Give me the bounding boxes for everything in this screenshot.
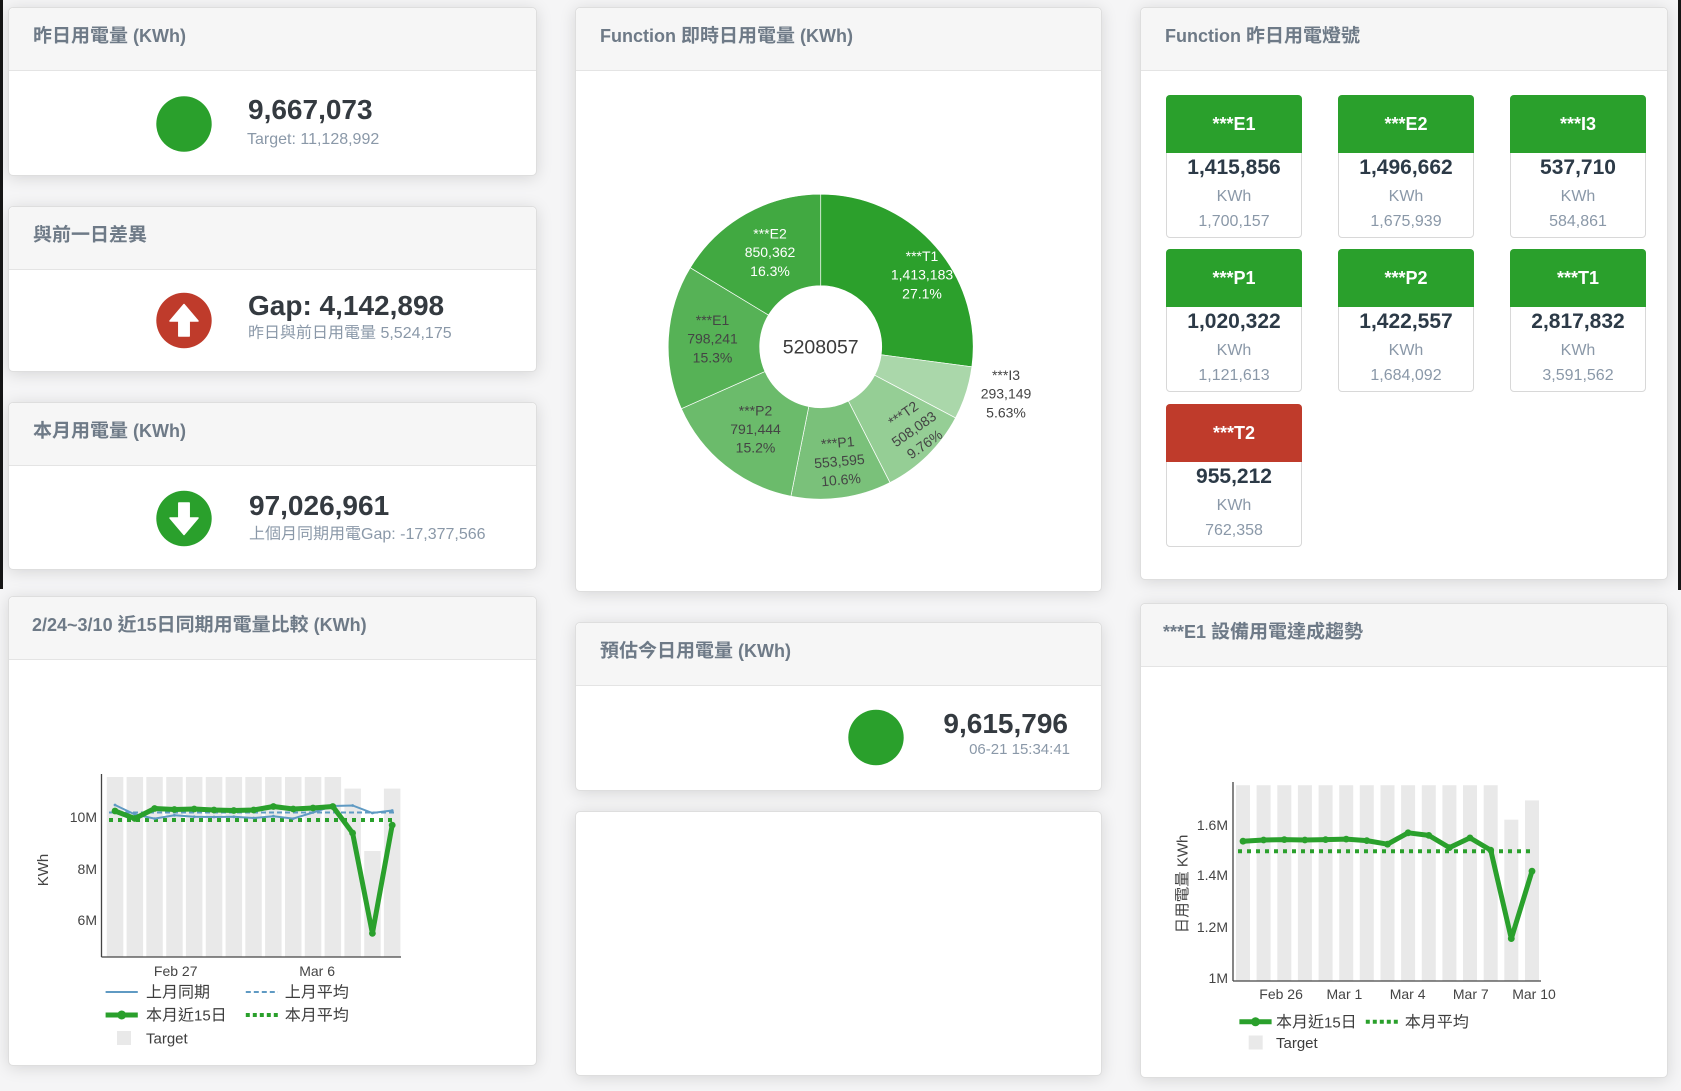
svg-text:16.3%: 16.3%: [750, 263, 790, 279]
svg-text:(KWh): (KWh): [128, 421, 186, 441]
svg-text:Mar 10: Mar 10: [1512, 986, 1556, 1002]
svg-text:***P2: ***P2: [739, 402, 773, 418]
svg-text:15.2%: 15.2%: [736, 440, 776, 456]
svg-text:15: 15: [1324, 1014, 1341, 1031]
svg-text:(KWh): (KWh): [128, 26, 186, 46]
svg-text:1.2M: 1.2M: [1197, 919, 1228, 935]
svg-text:1.6M: 1.6M: [1197, 817, 1228, 833]
svg-text:1.4M: 1.4M: [1197, 867, 1228, 883]
svg-text:***E1: ***E1: [696, 312, 730, 328]
svg-text:791,444: 791,444: [730, 421, 781, 437]
svg-text:1,413,183: 1,413,183: [891, 267, 953, 283]
svg-text:***I3: ***I3: [992, 367, 1020, 383]
svg-text:15: 15: [137, 615, 157, 635]
svg-text:***P1: ***P1: [820, 433, 855, 452]
svg-text:2/24~3/10: 2/24~3/10: [32, 615, 118, 635]
svg-text:Feb 27: Feb 27: [154, 963, 198, 979]
svg-text:Feb 26: Feb 26: [1259, 986, 1303, 1002]
svg-text:10.6%: 10.6%: [821, 470, 862, 489]
svg-text:Function: Function: [1165, 26, 1246, 46]
svg-text:Gap: -17,377,566: Gap: -17,377,566: [361, 526, 486, 543]
svg-text:Mar 1: Mar 1: [1327, 986, 1363, 1002]
svg-text:6M: 6M: [78, 912, 97, 928]
svg-text:10M: 10M: [70, 809, 97, 825]
svg-text:Function: Function: [600, 26, 681, 46]
svg-text:Target: Target: [1276, 1035, 1319, 1052]
svg-text:KWh: KWh: [35, 854, 52, 887]
svg-text:5.63%: 5.63%: [986, 404, 1026, 420]
svg-text:(KWh): (KWh): [733, 641, 791, 661]
svg-text:Target: Target: [146, 1031, 189, 1048]
svg-text:798,241: 798,241: [687, 331, 738, 347]
svg-text:Mar 7: Mar 7: [1453, 986, 1489, 1002]
svg-text:(KWh): (KWh): [309, 615, 367, 635]
svg-text:27.1%: 27.1%: [902, 285, 942, 301]
svg-text:5,524,175: 5,524,175: [376, 325, 452, 342]
svg-text:1M: 1M: [1209, 970, 1228, 986]
svg-text:8M: 8M: [78, 861, 97, 877]
svg-text:(KWh): (KWh): [795, 26, 853, 46]
svg-text:KWh: KWh: [1175, 835, 1192, 872]
svg-text:Mar 6: Mar 6: [299, 963, 335, 979]
svg-text:15: 15: [194, 1008, 211, 1025]
svg-text:293,149: 293,149: [981, 386, 1032, 402]
svg-text:***E1: ***E1: [1163, 622, 1211, 642]
svg-text:5208057: 5208057: [783, 337, 859, 359]
svg-text:553,595: 553,595: [813, 451, 865, 471]
svg-text:850,362: 850,362: [745, 244, 796, 260]
svg-text:15.3%: 15.3%: [693, 349, 733, 365]
svg-text:Mar 4: Mar 4: [1390, 986, 1426, 1002]
svg-text:***T1: ***T1: [906, 248, 939, 264]
svg-text:***E2: ***E2: [753, 226, 787, 242]
